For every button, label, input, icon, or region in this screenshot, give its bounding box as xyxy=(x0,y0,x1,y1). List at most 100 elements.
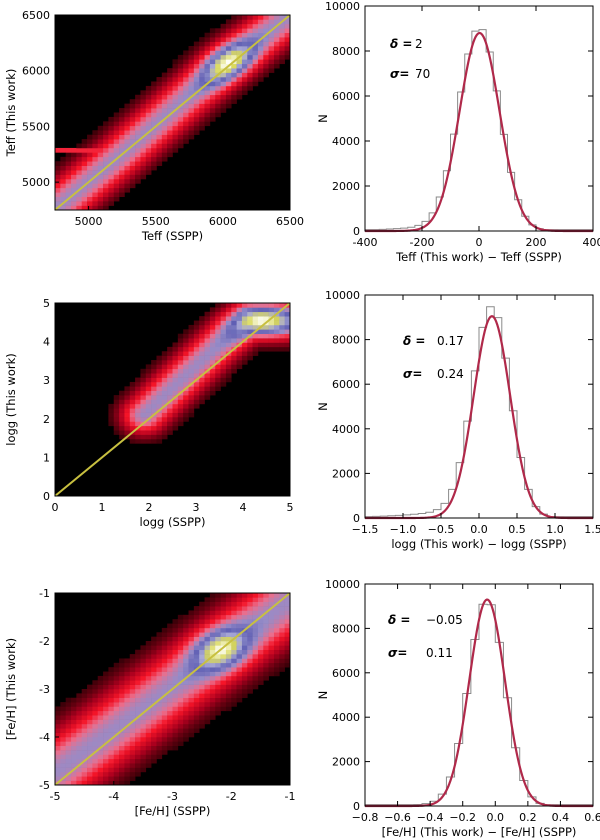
heatmap-cell xyxy=(220,103,227,109)
heatmap-cell xyxy=(71,178,77,184)
heatmap-cell xyxy=(231,342,237,348)
heatmap-cell xyxy=(103,767,109,773)
heatmap-cell xyxy=(113,116,120,122)
heatmap-cell xyxy=(65,715,72,720)
heatmap-cell xyxy=(183,94,189,100)
heatmap-cell xyxy=(236,90,243,96)
heatmap-cell xyxy=(119,121,125,127)
heatmap-cell xyxy=(97,689,104,694)
heatmap-cell xyxy=(225,37,232,42)
heatmap-cell xyxy=(193,63,200,69)
heatmap-cell xyxy=(220,77,227,82)
heatmap-cell xyxy=(177,59,184,65)
heatmap-cell xyxy=(81,710,88,716)
heatmap-cell xyxy=(124,754,131,760)
heatmap-cell xyxy=(172,667,179,672)
heatmap-cell xyxy=(225,680,232,685)
heatmap-cell xyxy=(273,32,280,38)
y-tick-label: 6000 xyxy=(332,378,360,391)
heatmap-cell xyxy=(193,645,200,651)
heatmap-cell xyxy=(156,130,163,135)
heatmap-cell xyxy=(236,303,243,308)
heatmap-cell xyxy=(145,693,152,699)
heatmap-cell xyxy=(172,377,179,383)
heatmap-cell xyxy=(215,641,221,646)
heatmap-cell xyxy=(247,15,253,20)
heatmap-cell xyxy=(129,386,136,392)
heatmap-cell xyxy=(124,745,131,751)
heatmap-cell xyxy=(183,403,189,409)
heatmap-cell xyxy=(183,706,189,712)
heatmap-cell xyxy=(161,143,168,149)
heatmap-cell xyxy=(135,430,141,435)
heatmap-cell xyxy=(92,710,99,716)
heatmap-cell xyxy=(172,360,179,365)
heatmap-cell xyxy=(103,196,109,202)
heatmap-cell xyxy=(268,619,275,624)
heatmap-cell xyxy=(65,147,72,153)
heatmap-cell xyxy=(161,719,168,725)
heatmap-cell xyxy=(76,165,82,171)
heatmap-cell xyxy=(92,737,99,742)
heatmap-cell xyxy=(193,72,200,78)
heatmap-cell xyxy=(225,610,232,616)
heatmap-cell xyxy=(167,72,173,78)
heatmap-cell xyxy=(188,85,195,91)
heatmap-cell xyxy=(119,715,125,720)
heatmap-cell xyxy=(119,723,125,729)
heatmap-cell xyxy=(161,632,168,637)
heatmap-cell xyxy=(177,63,184,69)
heatmap-cell xyxy=(225,360,232,365)
heatmap-cell xyxy=(172,77,179,82)
heatmap-cell xyxy=(199,693,205,699)
heatmap-cell xyxy=(273,593,280,598)
heatmap-cell xyxy=(97,723,104,729)
heatmap-cell xyxy=(241,671,248,677)
heatmap-cell xyxy=(279,37,285,42)
heatmap-cell xyxy=(113,715,120,720)
delta-value: −0.05 xyxy=(426,613,463,627)
heatmap-cell xyxy=(156,116,163,122)
heatmap-cell xyxy=(257,333,264,339)
heatmap-cell xyxy=(103,710,109,716)
heatmap-cell xyxy=(71,780,77,786)
heatmap-cell xyxy=(76,715,82,720)
heatmap-cell xyxy=(92,723,99,729)
heatmap-cell xyxy=(129,425,136,431)
y-tick-label: 5500 xyxy=(22,120,50,133)
heatmap-cell xyxy=(263,601,269,607)
heatmap-cell xyxy=(199,81,205,87)
heatmap-cell xyxy=(145,641,152,646)
heatmap-cell xyxy=(188,373,195,378)
heatmap-cell xyxy=(183,702,189,707)
heatmap-cell xyxy=(151,697,157,703)
heatmap-cell xyxy=(241,684,248,690)
heatmap-cell xyxy=(247,316,253,321)
heatmap-cell xyxy=(60,737,66,742)
heatmap-cell xyxy=(225,706,232,712)
heatmap-cell xyxy=(177,715,184,720)
heatmap-cell xyxy=(252,311,259,317)
y-axis-title: [Fe/H] (This work) xyxy=(4,638,18,740)
heatmap-cell xyxy=(231,99,237,104)
heatmap-cell xyxy=(113,702,120,707)
heatmap-cell xyxy=(119,130,125,135)
heatmap-cell xyxy=(167,99,173,104)
heatmap-cell xyxy=(257,320,264,326)
heatmap-cell xyxy=(252,684,259,690)
heatmap-cell xyxy=(119,719,125,725)
heatmap-cell xyxy=(188,108,195,113)
heatmap-cell xyxy=(199,641,205,646)
heatmap-cell xyxy=(268,307,275,313)
heatmap-cell xyxy=(119,750,125,755)
heatmap-cell xyxy=(199,94,205,100)
heatmap-cell xyxy=(183,134,189,140)
heatmap-cell xyxy=(145,715,152,720)
heatmap-cell xyxy=(108,143,115,149)
heatmap-cell xyxy=(220,85,227,91)
heatmap-cell xyxy=(215,671,221,677)
heatmap-cell xyxy=(183,108,189,113)
heatmap-cell xyxy=(279,28,285,34)
heatmap-cell xyxy=(236,693,243,699)
